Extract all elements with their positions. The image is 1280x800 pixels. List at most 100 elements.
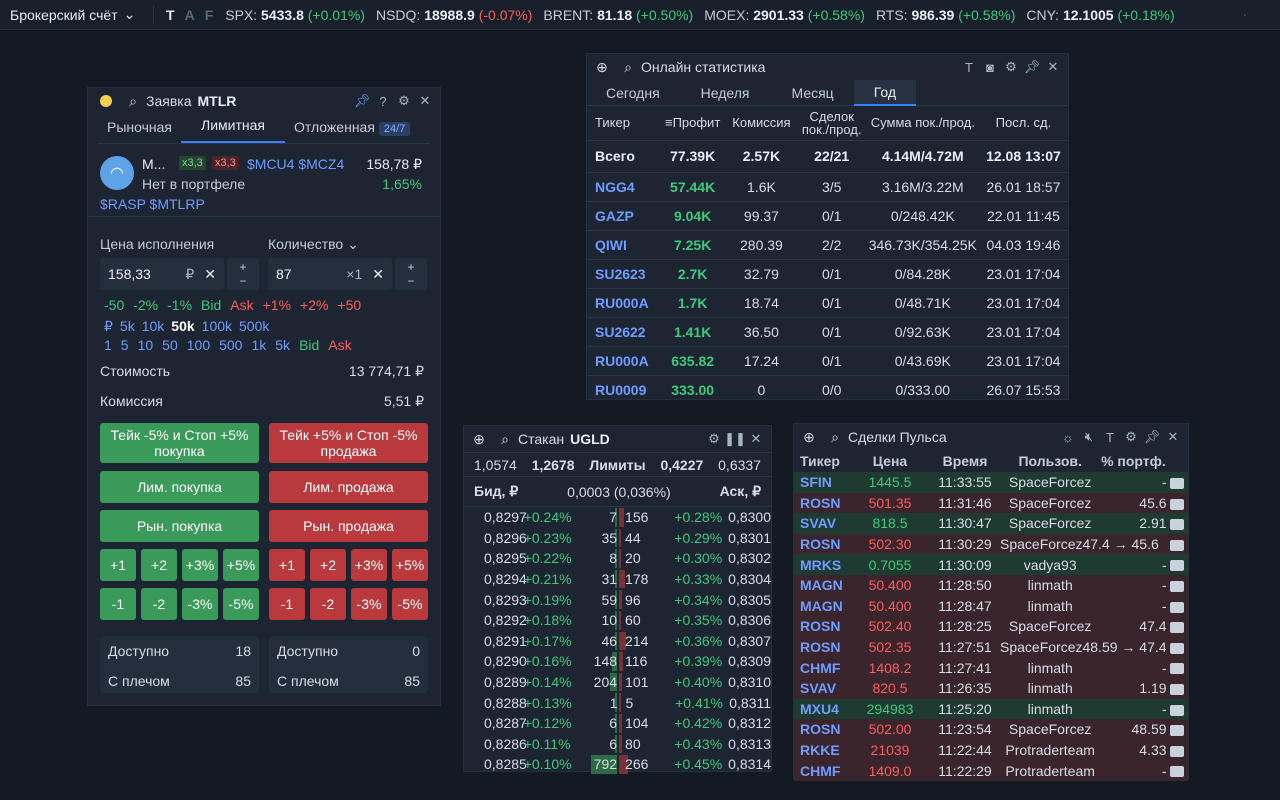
briefcase-icon[interactable] <box>1170 498 1185 510</box>
minus-icon[interactable]: − <box>239 274 247 288</box>
trade-ticker[interactable]: SVAV <box>794 513 850 534</box>
futures-links[interactable]: $MCU4 $MCZ4 <box>247 156 345 172</box>
amount-shortcut[interactable]: ₽ <box>104 318 113 334</box>
briefcase-icon[interactable] <box>1170 478 1185 490</box>
search-icon[interactable]: ⌕ <box>129 92 137 109</box>
stats-row[interactable]: RU0009 333.00 0 0/0 0/333.00 26.07 15:53 <box>587 374 1068 404</box>
lot-shortcut[interactable]: 500 <box>219 337 243 353</box>
orderbook-row[interactable]: 0,8289 +0.14% 204 101 +0.40% 0,8310 <box>464 672 771 693</box>
sell-adjust-minus-button[interactable]: -2 <box>310 588 346 620</box>
trade-ticker[interactable]: MAGN <box>794 595 850 617</box>
price-shortcut[interactable]: Bid <box>201 297 222 313</box>
limit-buy-button[interactable]: Лим. покупка <box>100 471 259 503</box>
col-sum[interactable]: Сумма пок./прод. <box>870 115 975 131</box>
ticker-item[interactable]: NSDQ: 18988.9 (-0.07%) <box>376 7 532 23</box>
sell-adjust-plus-button[interactable]: +5% <box>392 549 428 581</box>
orderbook-row[interactable]: 0,8286 +0.11% 6 80 +0.43% 0,8313 <box>464 734 771 755</box>
trade-ticker[interactable]: ROSN <box>794 533 850 555</box>
add-icon[interactable]: ⊕ <box>473 430 485 447</box>
buy-adjust-minus-button[interactable]: -1 <box>100 588 136 620</box>
related-links[interactable]: $RASP $MTLRP <box>100 196 205 212</box>
trade-row[interactable]: SFIN 1445.5 11:33:55 SpaceForcez - <box>794 472 1188 493</box>
close-icon[interactable]: ✕ <box>1167 429 1179 444</box>
trade-user[interactable]: Protraderteam <box>1000 739 1101 761</box>
plus-icon[interactable]: + <box>239 260 247 274</box>
tab-today[interactable]: Сегодня <box>606 84 660 101</box>
col-deals[interactable]: Сделок пок./прод. <box>801 108 862 137</box>
trade-row[interactable]: ROSN 502.40 11:28:25 SpaceForcez 47.4 <box>794 616 1188 637</box>
col-ticker[interactable]: Тикер <box>800 453 840 469</box>
briefcase-icon[interactable] <box>1170 745 1185 757</box>
trade-row[interactable]: ROSN 502.30 11:30:29 SpaceForcez47.4 → 45.6 <box>794 533 1188 555</box>
lot-shortcut[interactable]: Bid <box>299 337 320 353</box>
lot-shortcut[interactable]: 1k <box>251 337 267 353</box>
trade-row[interactable]: MRKS 0.7055 11:30:09 vadya93- <box>794 554 1188 575</box>
pin-icon[interactable]: 📌︎ <box>353 93 371 108</box>
buy-adjust-plus-button[interactable]: +2 <box>141 549 177 581</box>
trade-user[interactable]: linmath <box>1000 698 1101 720</box>
col-last[interactable]: Посл. сд. <box>995 115 1052 131</box>
tab-week[interactable]: Неделя <box>700 84 750 101</box>
tab-pending[interactable]: Отложенная 24/7 <box>285 119 419 143</box>
amount-shortcut[interactable]: 100k <box>201 318 233 334</box>
plus-icon[interactable]: + <box>407 260 415 274</box>
mute-icon[interactable]: 🔇︎ <box>1084 429 1094 444</box>
amount-shortcut[interactable]: 10k <box>141 318 165 334</box>
orderbook-row[interactable]: 0,8288 +0.13% 1 5 +0.41% 0,8311 <box>464 692 771 713</box>
sell-adjust-minus-button[interactable]: -1 <box>269 588 305 620</box>
buy-adjust-minus-button[interactable]: -5% <box>223 588 259 620</box>
trade-user[interactable]: vadya93 <box>1000 554 1101 575</box>
tab-limit[interactable]: Лимитная <box>181 117 285 143</box>
orderbook-row[interactable]: 0,8290 +0.16% 148 116 +0.39% 0,8309 <box>464 651 771 672</box>
stats-ticker[interactable]: GAZP <box>587 200 660 230</box>
price-shortcut[interactable]: Ask <box>230 297 254 313</box>
buy-adjust-minus-button[interactable]: -3% <box>182 588 218 620</box>
add-icon[interactable]: ⊕ <box>803 428 815 445</box>
camera-icon[interactable]: ◙ <box>986 59 994 75</box>
sell-adjust-plus-button[interactable]: +1 <box>269 549 305 581</box>
briefcase-icon[interactable] <box>1170 560 1185 572</box>
briefcase-icon[interactable] <box>1170 704 1185 716</box>
format-t-button[interactable]: T <box>166 6 175 23</box>
lot-shortcut[interactable]: 10 <box>137 337 154 353</box>
trade-ticker[interactable]: SFIN <box>794 472 850 493</box>
market-sell-button[interactable]: Рын. продажа <box>269 510 428 542</box>
col-price[interactable]: Цена <box>872 453 908 469</box>
pin-icon[interactable]: 📌︎ <box>1023 59 1041 74</box>
col-user[interactable]: Пользов. <box>1018 453 1082 469</box>
tab-month[interactable]: Месяц <box>791 84 834 101</box>
col-portfolio[interactable]: % портф. <box>1101 453 1166 469</box>
trade-ticker[interactable]: RKKE <box>794 739 850 761</box>
trade-ticker[interactable]: CHMF <box>794 760 850 781</box>
minus-icon[interactable]: − <box>407 274 415 288</box>
trade-ticker[interactable]: MXU4 <box>794 698 850 720</box>
lot-shortcut[interactable]: 5 <box>120 337 129 353</box>
sun-icon[interactable]: ☼ <box>1062 429 1074 445</box>
trade-row[interactable]: ROSN 501.35 11:31:46 SpaceForcez 45.6 <box>794 492 1188 514</box>
trade-user[interactable]: Protraderteam <box>1000 760 1101 781</box>
briefcase-icon[interactable] <box>1170 519 1185 531</box>
gear-icon[interactable]: ⚙ <box>708 431 720 446</box>
search-icon[interactable]: ⌕ <box>501 430 509 447</box>
trade-row[interactable]: MAGN 50.400 11:28:47 linmath - <box>794 595 1188 617</box>
format-f-button[interactable]: F <box>204 6 214 23</box>
trade-user[interactable]: SpaceForcez <box>1000 492 1101 514</box>
trade-ticker[interactable]: MAGN <box>794 574 850 596</box>
col-ticker[interactable]: Тикер <box>595 115 630 131</box>
orderbook-row[interactable]: 0,8291 +0.17% 46 214 +0.36% 0,8307 <box>464 631 771 652</box>
account-selector[interactable]: Брокерский счёт ⌄ <box>0 6 153 23</box>
text-format-icon[interactable]: T <box>965 59 973 75</box>
market-buy-button[interactable]: Рын. покупка <box>100 510 259 542</box>
trade-user[interactable]: SpaceForcez48.59 → 47.4 <box>1000 636 1167 658</box>
gear-icon[interactable]: ⚙ <box>1125 429 1137 444</box>
price-shortcut[interactable]: -50 <box>104 297 125 313</box>
stats-ticker[interactable]: RU000A <box>587 345 660 375</box>
orderbook-row[interactable]: 0,8287 +0.12% 6 104 +0.42% 0,8312 <box>464 713 771 734</box>
trade-row[interactable]: SVAV 820.5 11:26:35 linmath 1.19 <box>794 677 1188 699</box>
trade-row[interactable]: CHMF 1409.0 11:22:29 Protraderteam - <box>794 760 1188 781</box>
orderbook-row[interactable]: 0,8295 +0.22% 8 20 +0.30% 0,8302 <box>464 548 771 569</box>
ticker-item[interactable]: RTS: 986.39 (+0.58%) <box>876 7 1015 23</box>
price-shortcut[interactable]: -2% <box>133 297 159 313</box>
gear-icon[interactable]: ⚙ <box>398 93 410 108</box>
stats-row[interactable]: RU000A 635.82 17.24 0/1 0/43.69K 23.01 17:04 <box>587 345 1068 375</box>
